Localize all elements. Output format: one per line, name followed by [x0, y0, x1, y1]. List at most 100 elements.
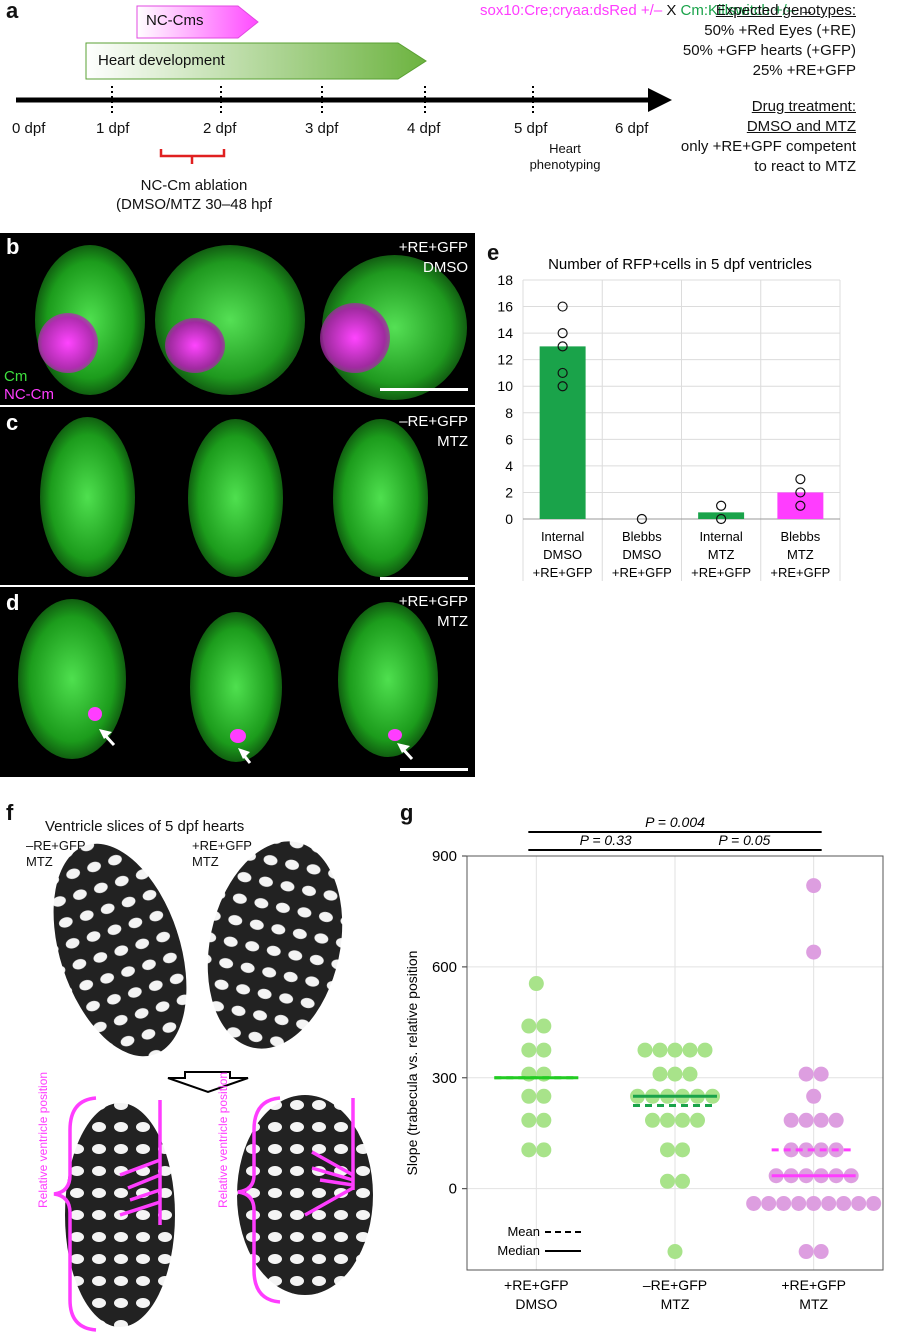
day-label: 4 dpf — [407, 120, 441, 137]
data-point — [851, 1195, 867, 1211]
data-point — [866, 1195, 882, 1211]
timeline-arrowhead — [648, 88, 672, 112]
data-point — [716, 500, 727, 511]
data-point — [806, 1195, 822, 1211]
ventricle-slice-top-left — [53, 843, 187, 1057]
panel-f-right-condition: +RE+GFP MTZ — [192, 838, 252, 869]
data-point — [828, 1112, 844, 1128]
panel-c-condition: –RE+GFP MTZ — [399, 413, 468, 450]
data-point — [836, 1195, 852, 1211]
data-point — [536, 1142, 552, 1158]
y-tick-label: 8 — [505, 405, 513, 421]
data-point — [557, 381, 568, 392]
expected-genotype: 50% +GFP hearts (+GFP) — [682, 42, 856, 59]
drug-treatment-sub: DMSO and MTZ — [746, 118, 856, 135]
data-point — [660, 1173, 675, 1189]
y-tick-label: 900 — [432, 848, 457, 865]
category-label: DMSO — [515, 1296, 557, 1312]
data-point — [521, 1066, 537, 1082]
ablation-label: NC-Cm ablation (DMSO/MTZ 30–48 hpf — [116, 177, 272, 213]
panel-f-title: Ventricle slices of 5 dpf hearts — [45, 818, 245, 835]
data-point — [791, 1195, 807, 1211]
day-label: 3 dpf — [305, 120, 339, 137]
data-point — [795, 474, 806, 485]
data-point — [660, 1112, 675, 1128]
data-point — [776, 1195, 792, 1211]
rfp-bar-chart: Number of RFP+cells in 5 dpf ventricles 0… — [497, 256, 841, 581]
data-point — [798, 1066, 814, 1082]
nc-cms-label: NC-Cms — [146, 12, 204, 29]
data-point — [675, 1173, 690, 1189]
panel-d-condition: +RE+GFP MTZ — [398, 593, 468, 630]
data-point — [536, 1088, 552, 1104]
data-point — [557, 341, 568, 352]
panel-label-e: e — [487, 240, 500, 265]
data-point — [806, 878, 822, 894]
data-point — [675, 1142, 690, 1158]
y-tick-label: 600 — [432, 959, 457, 976]
plot-frame — [466, 855, 884, 1271]
y-tick-label: 6 — [505, 431, 513, 447]
category-label: +RE+GFP — [612, 565, 672, 580]
category-label: DMSO — [543, 547, 582, 562]
data-point — [682, 1066, 698, 1082]
data-point — [795, 500, 806, 511]
category-label: +RE+GFP — [781, 1277, 846, 1293]
data-point — [652, 1042, 668, 1058]
day-label: 6 dpf — [615, 120, 649, 137]
data-point — [536, 1112, 552, 1128]
panel-label-b: b — [6, 234, 20, 259]
category-label: +RE+GFP — [770, 565, 830, 580]
nc-cms-arrow — [136, 5, 259, 39]
y-tick-label: 12 — [497, 352, 513, 368]
scale-bar — [380, 577, 468, 580]
y-tick-label: 14 — [497, 325, 513, 341]
relative-position-label-right: Relative ventricle position — [216, 1071, 230, 1208]
legend-mean-label: Mean — [507, 1224, 540, 1239]
ventricle-slice-bottom-right — [237, 1095, 373, 1295]
panel-label-f: f — [6, 800, 14, 825]
expected-genotypes-title: Expected genotypes: — [715, 2, 856, 19]
heart-phenotyping-label: Heart phenotyping — [529, 141, 601, 172]
p-value: P = 0.05 — [718, 832, 770, 848]
category-label: +RE+GFP — [691, 565, 751, 580]
bar — [539, 346, 586, 519]
y-tick-label: 4 — [505, 458, 513, 474]
data-point — [806, 944, 822, 960]
data-point — [521, 1018, 537, 1034]
expected-genotype: 50% +Red Eyes (+RE) — [704, 22, 856, 39]
nc-cm-label: NC-Cm — [4, 386, 54, 403]
category-label: MTZ — [708, 547, 735, 562]
data-point — [783, 1142, 799, 1158]
day-label: 0 dpf — [12, 120, 46, 137]
data-point — [795, 487, 806, 498]
data-point — [536, 1066, 552, 1082]
ablation-bracket — [159, 149, 226, 164]
y-tick-label: 10 — [497, 378, 513, 394]
category-label: Blebbs — [781, 529, 821, 544]
panel-label-g: g — [400, 800, 414, 825]
y-tick-label: 0 — [449, 1181, 457, 1198]
panel-b-condition: +RE+GFP DMSO — [398, 239, 468, 276]
day-label: 1 dpf — [96, 120, 130, 137]
data-point — [783, 1112, 799, 1128]
data-point — [660, 1142, 675, 1158]
data-point — [536, 1042, 552, 1058]
data-point — [521, 1088, 537, 1104]
data-point — [636, 513, 647, 525]
y-tick-label: 18 — [497, 272, 513, 288]
y-tick-label: 300 — [432, 1070, 457, 1087]
data-point — [521, 1112, 537, 1128]
down-arrow — [167, 1071, 249, 1094]
data-point — [557, 301, 568, 312]
category-label: Blebbs — [622, 529, 662, 544]
relative-position-label-left: Relative ventricle position — [36, 1071, 50, 1208]
data-point — [667, 1042, 683, 1058]
cross-description: sox10:Cre;cryaa:dsRed +/– X Cm:Killswitc… — [480, 2, 815, 19]
data-point — [813, 1112, 829, 1128]
data-point — [521, 1142, 537, 1158]
relative-position-bracket — [53, 1096, 97, 1332]
panel-label-d: d — [6, 590, 20, 615]
y-tick-label: 0 — [505, 511, 513, 527]
data-point — [528, 976, 544, 992]
